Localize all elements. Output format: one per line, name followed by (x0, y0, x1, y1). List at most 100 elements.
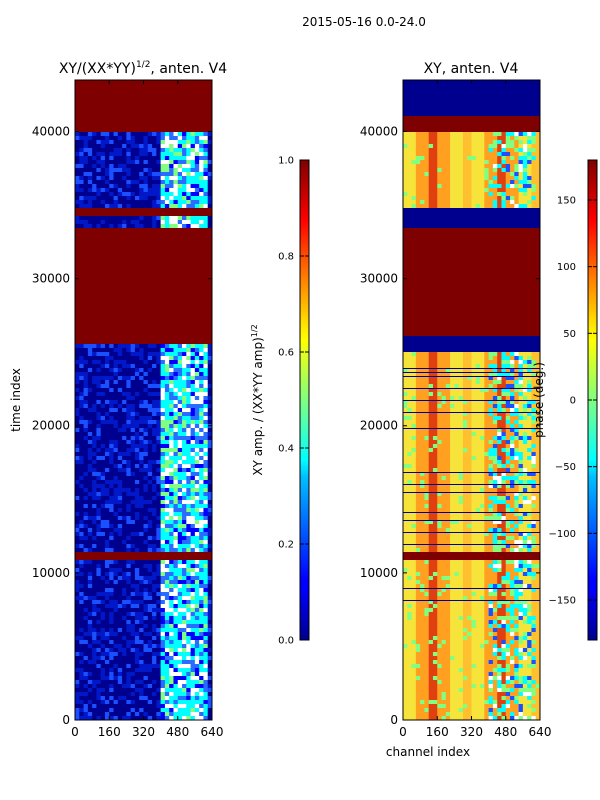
heatmap-cell (480, 388, 485, 393)
heatmap-cell (182, 672, 187, 677)
left-title-sup: 1/2 (136, 60, 150, 70)
heatmap-cell (130, 600, 136, 605)
heatmap-cell (122, 652, 127, 657)
heatmap-cell (130, 140, 136, 145)
heatmap-cell (199, 560, 205, 565)
heatmap-cell (450, 356, 455, 361)
heatmap-cell (458, 424, 464, 429)
heatmap-cell (134, 628, 140, 633)
heatmap-cell (480, 152, 485, 157)
heatmap-cell (415, 196, 421, 201)
heatmap-cell (92, 180, 98, 185)
heatmap-cell (510, 400, 515, 405)
heatmap-cell (134, 484, 140, 489)
heatmap-cell (96, 448, 102, 453)
heatmap-cell (207, 428, 212, 433)
heatmap-cell (160, 464, 166, 469)
heatmap-cell (199, 580, 205, 585)
heatmap-cell (207, 684, 212, 689)
heatmap-cell (96, 484, 102, 489)
heatmap-cell (454, 204, 460, 209)
heatmap-cell (199, 620, 205, 625)
heatmap-cell (207, 376, 212, 381)
heatmap-cell (190, 404, 196, 409)
heatmap-cell (130, 548, 136, 553)
heatmap-cell (518, 392, 524, 397)
heatmap-cell (160, 608, 166, 613)
heatmap-cell (134, 616, 140, 621)
heatmap-cell (164, 648, 170, 653)
heatmap-cell (432, 408, 438, 413)
heatmap-cell (164, 612, 170, 617)
heatmap-cell (117, 708, 123, 713)
heatmap-cell (143, 536, 149, 541)
heatmap-cell (492, 176, 498, 181)
heatmap-cell (492, 188, 498, 193)
heatmap-cell (186, 708, 192, 713)
heatmap-cell (203, 168, 209, 173)
heatmap-cell (139, 544, 145, 549)
heatmap-cell (92, 568, 98, 573)
heatmap-cell (411, 176, 417, 181)
heatmap-cell (169, 428, 175, 433)
heatmap-cell (424, 168, 430, 173)
heatmap-cell (182, 616, 187, 621)
heatmap-cell (75, 640, 80, 645)
heatmap-cell (152, 692, 157, 697)
heatmap-cell (96, 384, 102, 389)
heatmap-cell (117, 384, 123, 389)
heatmap-cell (169, 204, 175, 209)
heatmap-cell (169, 632, 175, 637)
heatmap-cell (522, 132, 528, 137)
heatmap-cell (130, 396, 136, 401)
heatmap-cell (403, 104, 540, 109)
heatmap-cell (134, 404, 140, 409)
heatmap-cell (169, 544, 175, 549)
heatmap-cell (169, 484, 175, 489)
heatmap-cell (104, 148, 110, 153)
heatmap-cell (480, 144, 485, 149)
heatmap-cell (122, 696, 127, 701)
heatmap-cell (79, 568, 85, 573)
heatmap-cell (117, 660, 123, 665)
heatmap-cell (104, 580, 110, 585)
heatmap-cell (199, 380, 205, 385)
heatmap-cell (87, 220, 93, 225)
heatmap-cell (122, 628, 127, 633)
heatmap-cell (199, 672, 205, 677)
heatmap-cell (126, 344, 132, 349)
heatmap-cell (100, 136, 106, 141)
heatmap-cell (152, 520, 157, 525)
heatmap-cell (505, 420, 511, 425)
heatmap-cell (182, 620, 187, 625)
heatmap-cell (117, 408, 123, 413)
heatmap-cell (83, 512, 89, 517)
heatmap-cell (79, 700, 85, 705)
heatmap-cell (87, 620, 93, 625)
heatmap-cell (194, 476, 200, 481)
heatmap-cell (109, 620, 115, 625)
heatmap-cell (177, 572, 183, 577)
heatmap-cell (134, 384, 140, 389)
heatmap-cell (207, 196, 212, 201)
heatmap-cell (113, 148, 119, 153)
heatmap-cell (194, 676, 200, 681)
heatmap-cell (164, 140, 170, 145)
heatmap-cell (134, 392, 140, 397)
heatmap-cell (186, 524, 192, 529)
heatmap-cell (522, 172, 528, 177)
heatmap-cell (445, 176, 451, 181)
heatmap-cell (160, 528, 166, 533)
heatmap-cell (182, 664, 187, 669)
heatmap-cell (437, 204, 443, 209)
heatmap-cell (403, 160, 408, 165)
heatmap-cell (458, 164, 464, 169)
heatmap-cell (143, 360, 149, 365)
heatmap-cell (160, 372, 166, 377)
heatmap-cell (177, 452, 183, 457)
heatmap-cell (126, 176, 132, 181)
heatmap-cell (403, 96, 540, 101)
heatmap-cell (126, 688, 132, 693)
heatmap-cell (467, 192, 473, 197)
heatmap-cell (186, 584, 192, 589)
